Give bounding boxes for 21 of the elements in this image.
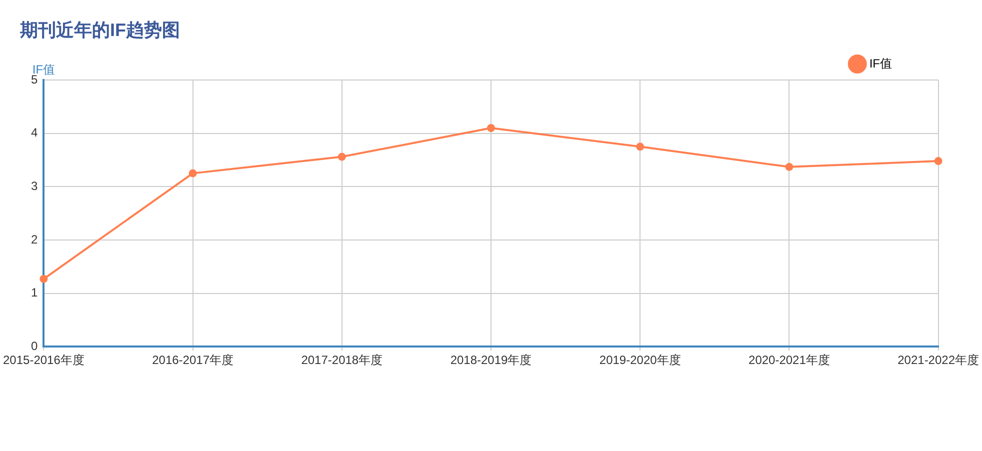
- point: [338, 152, 346, 161]
- x-tick-label: 2018-2019年度: [450, 353, 532, 368]
- x-tick-label: 2015-2016年度: [3, 353, 84, 368]
- x-tick-label: 2017-2018年度: [301, 353, 383, 368]
- x-tick-label: 2016-2017年度: [152, 353, 234, 368]
- point: [40, 274, 48, 283]
- y-tick-label: 0: [31, 338, 38, 353]
- chart-title: 期刊近年的IF趋势图: [20, 19, 180, 42]
- point: [934, 157, 942, 166]
- y-tick-label: 2: [31, 232, 38, 246]
- y-tick-label: 3: [31, 178, 38, 193]
- x-tick-label: 2020-2021年度: [748, 353, 830, 368]
- point: [636, 142, 644, 151]
- point: [487, 124, 495, 132]
- legend-label: IF值: [869, 56, 892, 70]
- point: [188, 169, 197, 178]
- y-tick-label: 1: [31, 286, 38, 300]
- y-tick-label: 4: [31, 126, 38, 140]
- x-tick-label: 2019-2020年度: [599, 353, 681, 368]
- x-tick-label: 2021-2022年度: [898, 353, 979, 368]
- point: [785, 162, 794, 171]
